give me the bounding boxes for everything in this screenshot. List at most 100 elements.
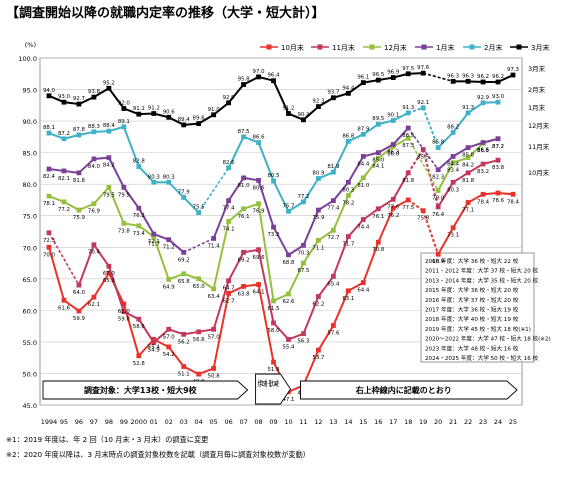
data-point xyxy=(211,366,217,371)
data-label: 96.3 xyxy=(447,73,459,79)
data-point xyxy=(360,131,366,137)
x-tick-label: 16 xyxy=(374,418,382,426)
data-label: 76.4 xyxy=(432,212,445,218)
data-point xyxy=(480,140,486,145)
data-point xyxy=(330,95,336,101)
legend-label: 12月末 xyxy=(384,43,407,52)
data-label: 81.0 xyxy=(357,183,370,189)
data-label: 67.0 xyxy=(103,271,116,277)
data-label: 57.0 xyxy=(163,334,176,340)
series-0 xyxy=(46,190,516,395)
series-segment xyxy=(212,293,230,369)
series-segment xyxy=(93,244,110,267)
notes-line: 2015 年度：大学 36 校・短大 20 校 xyxy=(425,286,519,294)
series-segment xyxy=(93,186,110,205)
data-point xyxy=(316,176,321,181)
series-segment xyxy=(452,112,469,134)
data-point xyxy=(360,217,366,222)
notes-frame xyxy=(420,252,535,363)
data-label: 80.3 xyxy=(148,174,160,180)
data-label: 62.2 xyxy=(312,301,324,307)
series-segment xyxy=(63,101,80,106)
data-point xyxy=(181,249,187,255)
series-segment xyxy=(138,165,155,183)
series-segment xyxy=(48,168,65,172)
data-point xyxy=(510,72,516,78)
data-point xyxy=(121,220,127,226)
series-1 xyxy=(46,147,501,345)
series-segment xyxy=(168,181,185,199)
x-tick-label: 20 xyxy=(434,418,442,426)
data-point xyxy=(495,79,501,85)
series-segment xyxy=(272,322,290,341)
data-label: 93.8 xyxy=(88,89,101,95)
data-point xyxy=(480,100,486,106)
series-segment xyxy=(123,222,139,227)
data-label: 51.8 xyxy=(268,367,281,373)
data-point xyxy=(46,244,52,250)
data-label: 82.4 xyxy=(43,174,56,180)
y-tick-label: 75.0 xyxy=(23,213,37,221)
series-segment xyxy=(138,338,155,357)
legend-marker xyxy=(317,44,323,50)
data-label: 88.4 xyxy=(103,123,116,129)
data-label: 95.8 xyxy=(238,76,251,82)
data-point xyxy=(465,145,471,150)
data-point xyxy=(360,154,366,159)
data-label: 88.2 xyxy=(447,124,459,130)
series-segment xyxy=(123,186,140,209)
right-series-label: 12月末 xyxy=(528,121,550,130)
series-segment xyxy=(317,324,335,351)
data-point xyxy=(121,124,127,130)
y-axis-unit: (%) xyxy=(25,41,36,49)
x-tick-label: 14 xyxy=(344,418,352,426)
series-segment xyxy=(317,229,334,242)
series-segment xyxy=(347,218,365,238)
data-label: 96.3 xyxy=(462,73,474,79)
data-point xyxy=(121,184,127,190)
series-segment xyxy=(63,200,80,211)
series-segment xyxy=(153,328,170,344)
data-point xyxy=(211,326,217,332)
page-title: 【調査開始以降の就職内定率の推移（大学・短大計）】 xyxy=(6,5,325,21)
data-label: 70.4 xyxy=(88,250,101,256)
y-tick-label: 45.0 xyxy=(23,402,37,410)
data-point xyxy=(241,82,246,87)
data-label: 68.9 xyxy=(432,259,445,265)
data-point xyxy=(330,198,336,203)
x-tick-label: 02 xyxy=(165,418,173,426)
data-point xyxy=(91,242,97,248)
data-point xyxy=(151,179,157,185)
data-label: 64.7 xyxy=(223,286,235,292)
data-label: 84.4 xyxy=(357,161,370,167)
data-label: 92.1 xyxy=(417,100,429,106)
data-label: 80.6 xyxy=(253,185,266,191)
data-point xyxy=(256,282,261,287)
data-point xyxy=(241,175,246,181)
series-segment xyxy=(168,116,185,126)
data-point xyxy=(76,207,82,213)
data-label: 80.3 xyxy=(163,174,175,180)
data-label: 69.2 xyxy=(238,257,250,263)
series-segment xyxy=(108,87,125,110)
series-segment xyxy=(482,137,499,144)
series-segment xyxy=(377,207,395,243)
data-point xyxy=(106,263,112,269)
x-tick-label: 97 xyxy=(90,418,98,426)
data-point xyxy=(375,206,381,212)
series-segment xyxy=(347,155,365,183)
data-point xyxy=(256,201,261,207)
data-label: 80.9 xyxy=(312,171,325,177)
series-segment xyxy=(123,107,140,116)
series-gap-bridge xyxy=(183,237,214,254)
data-label: 79.5 xyxy=(118,192,130,198)
legend-marker xyxy=(266,44,272,50)
data-label: 77.9 xyxy=(178,189,191,195)
right-series-label: 1月末 xyxy=(528,103,546,112)
x-tick-label: 13 xyxy=(329,418,337,426)
series-segment xyxy=(302,239,320,264)
data-point xyxy=(226,100,232,106)
data-label: 91.3 xyxy=(462,105,474,111)
data-point xyxy=(450,179,456,185)
